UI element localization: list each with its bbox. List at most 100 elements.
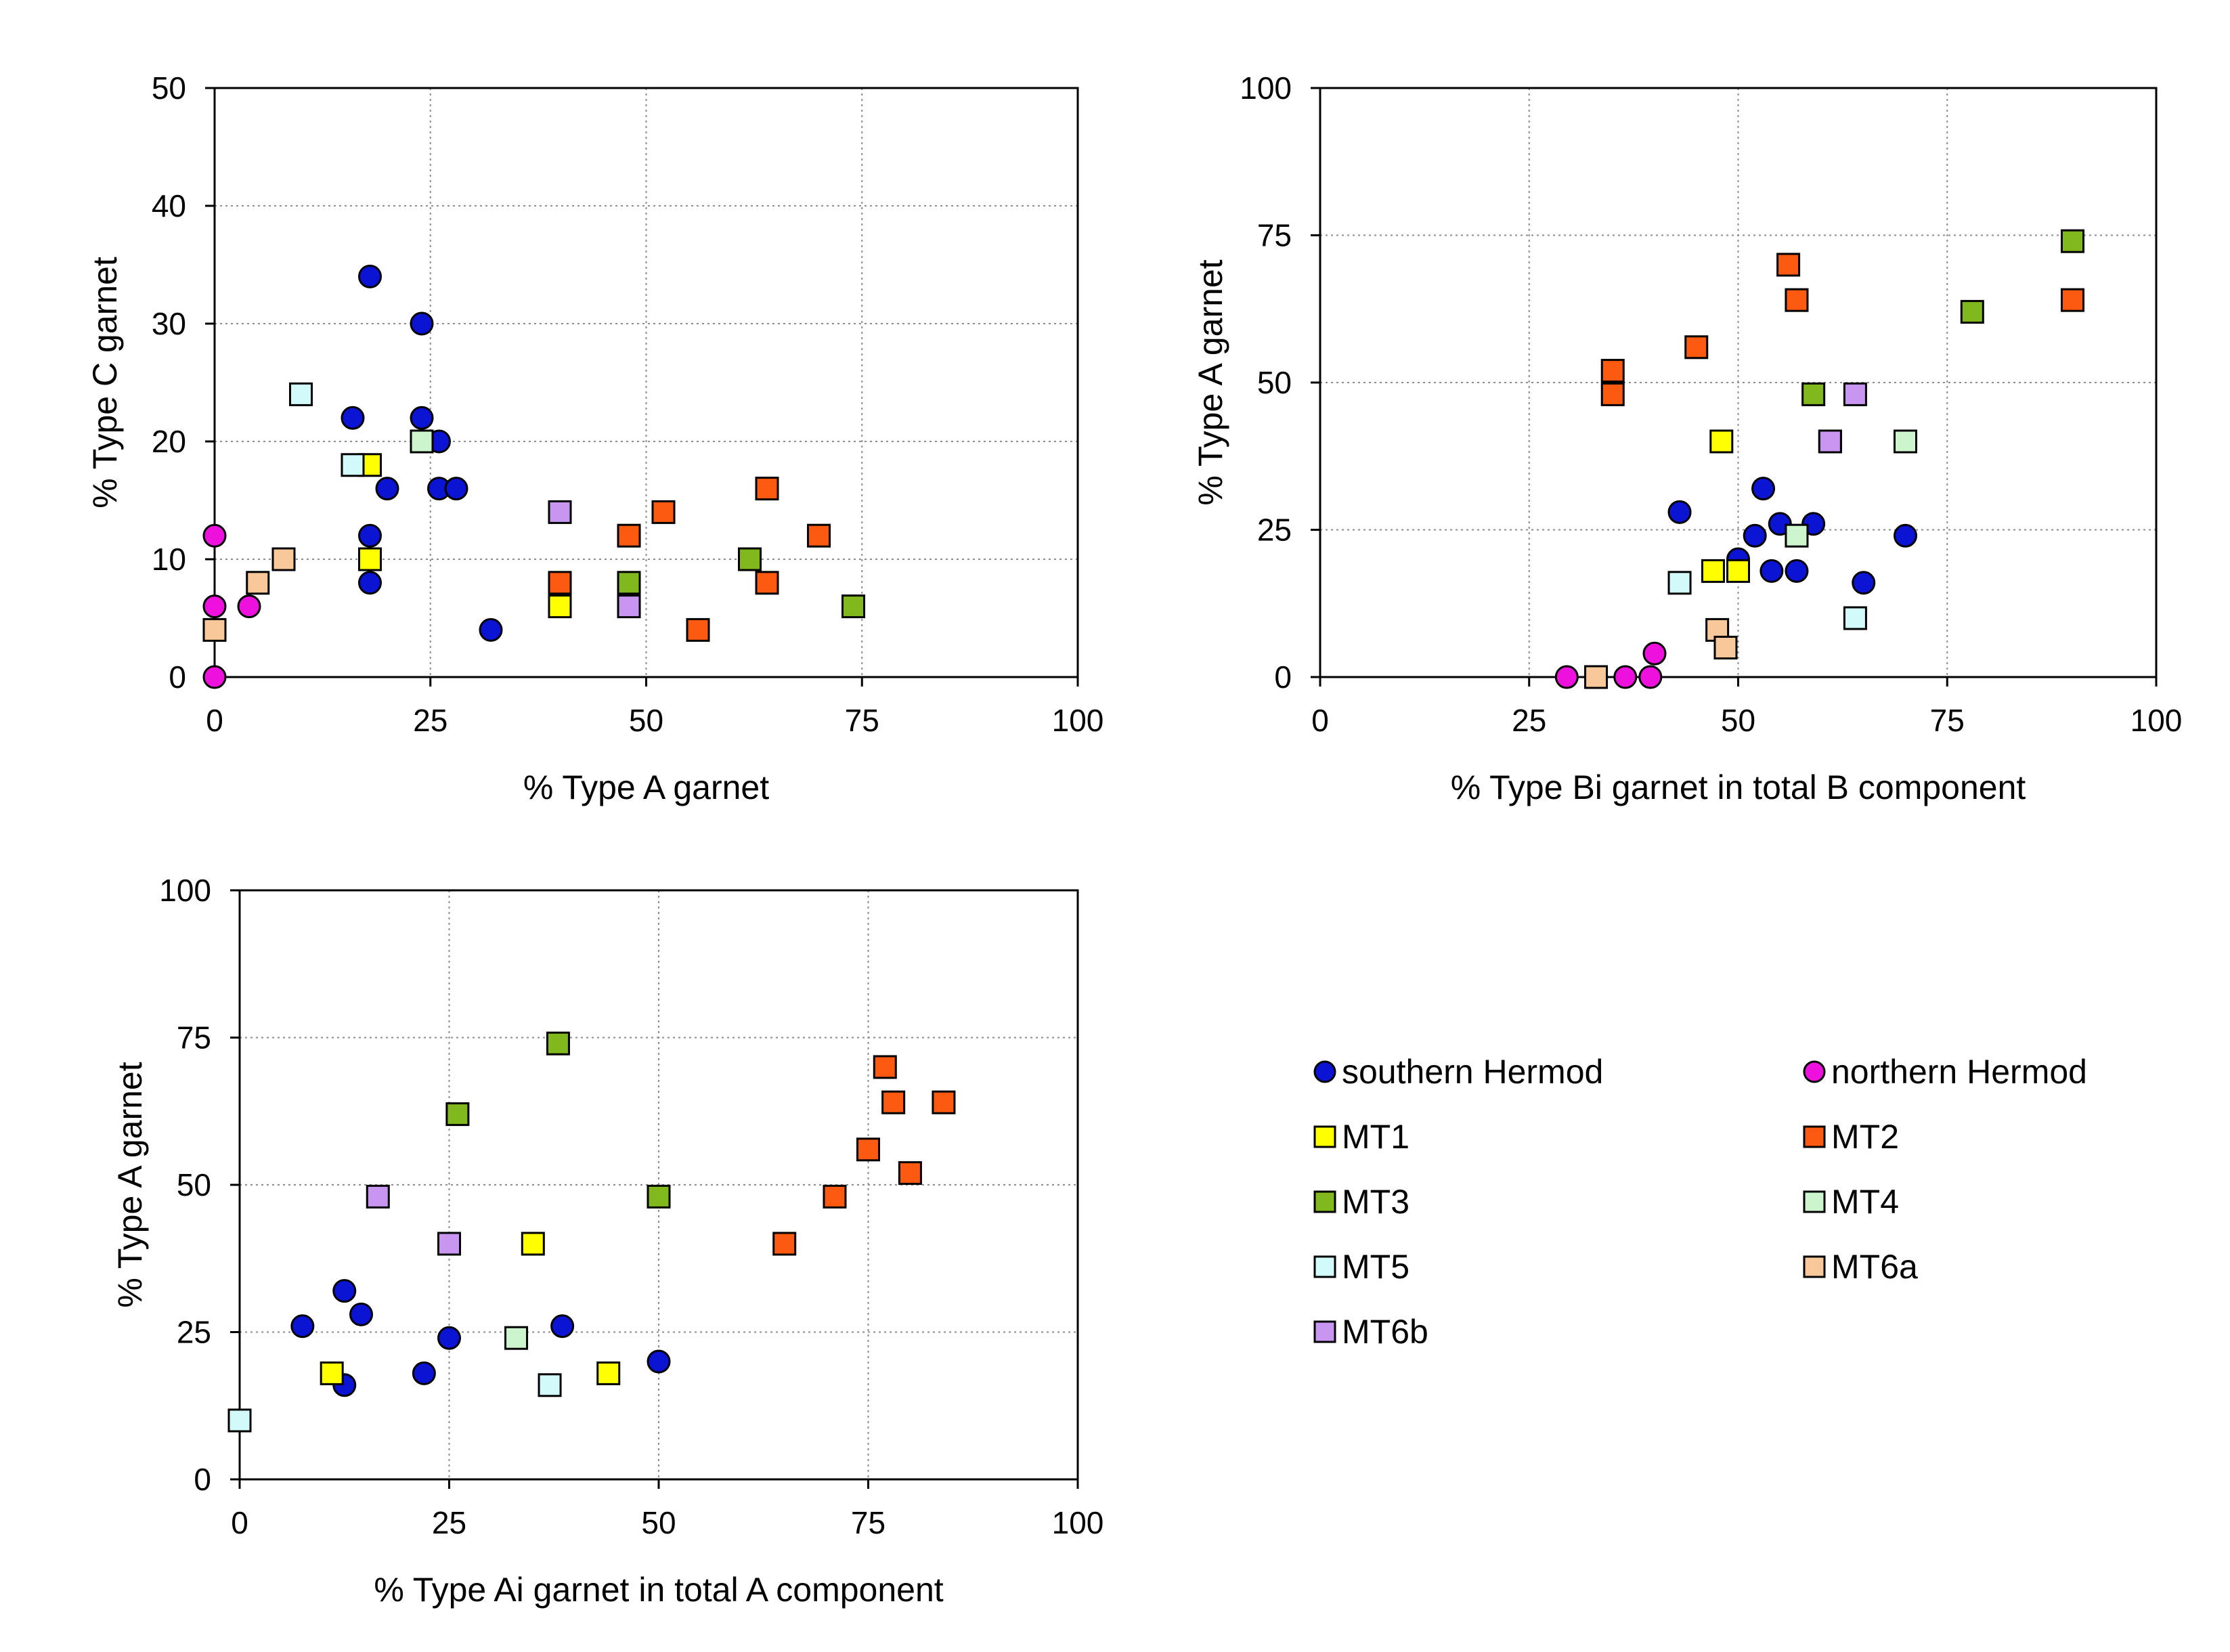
- series-mt3: [617, 547, 865, 619]
- y-tick-label: 20: [152, 424, 186, 459]
- point-mt2: [873, 1055, 897, 1079]
- legend-item-mt5: MT5: [1313, 1248, 1409, 1286]
- point-mt6a: [1713, 636, 1738, 659]
- legend-item-mt6a: MT6a: [1803, 1248, 1918, 1286]
- y-tick-label: 50: [1257, 365, 1292, 400]
- point-northern-hermod: [1554, 665, 1579, 689]
- legend-marker-mt4: [1803, 1190, 1826, 1213]
- point-mt2: [1600, 382, 1625, 406]
- x-tick-label: 25: [1512, 703, 1546, 738]
- legend-marker-mt3: [1313, 1190, 1336, 1213]
- point-mt2: [881, 1090, 906, 1114]
- point-mt4: [504, 1326, 529, 1350]
- series-mt2: [772, 1055, 956, 1256]
- point-northern-hermod: [237, 594, 261, 619]
- series-mt1: [320, 1232, 621, 1385]
- point-northern-hermod: [202, 665, 227, 689]
- point-mt2: [617, 523, 641, 548]
- point-southern-hermod: [1894, 523, 1917, 548]
- series-northern-hermod: [202, 523, 261, 689]
- legend-marker-mt5: [1313, 1255, 1336, 1278]
- y-tick-label: 25: [1257, 513, 1292, 548]
- y-tick-label: 75: [1257, 218, 1292, 253]
- point-mt3: [617, 571, 641, 595]
- x-tick-label: 50: [641, 1505, 676, 1540]
- point-southern-hermod: [349, 1302, 374, 1326]
- point-southern-hermod: [1751, 477, 1776, 501]
- point-mt3: [546, 1031, 570, 1056]
- point-mt5: [341, 453, 365, 477]
- y-tick-label: 40: [152, 188, 186, 223]
- series-mt4: [1785, 429, 1917, 548]
- point-mt6b: [1818, 429, 1842, 454]
- legend-label: MT4: [1831, 1183, 1899, 1221]
- series-mt1: [1701, 429, 1750, 583]
- point-mt1: [1701, 559, 1725, 583]
- y-tick-label: 100: [159, 873, 211, 908]
- point-mt6a: [202, 617, 227, 642]
- point-mt1: [596, 1361, 621, 1385]
- series-mt4: [410, 429, 434, 454]
- point-mt1: [521, 1232, 545, 1256]
- point-mt6b: [548, 500, 572, 524]
- chart-b: 0 25 50 75 100 0 25 50 75 100 % Type Bi garnet in …: [1191, 70, 2182, 806]
- point-southern-hermod: [341, 406, 365, 430]
- y-tick-label: 0: [194, 1462, 211, 1497]
- point-southern-hermod: [375, 477, 399, 501]
- point-mt2: [1684, 335, 1709, 360]
- series-mt5: [289, 382, 365, 477]
- x-tick-label: 0: [1311, 703, 1329, 738]
- point-mt3: [1801, 382, 1826, 406]
- y-tick-label: 50: [177, 1167, 211, 1202]
- point-mt2: [807, 523, 831, 548]
- series-mt6a: [1584, 617, 1738, 689]
- x-tick-label: 50: [1721, 703, 1755, 738]
- point-southern-hermod: [410, 406, 434, 430]
- legend-marker-northern-hermod: [1803, 1060, 1826, 1083]
- y-tick-label: 0: [169, 659, 186, 695]
- x-axis-label: % Type Bi garnet in total B component: [1451, 768, 2026, 806]
- legend-label: MT1: [1342, 1118, 1409, 1156]
- point-mt6a: [271, 547, 296, 571]
- x-tick-label: 25: [413, 703, 447, 738]
- series-mt4: [504, 1326, 529, 1350]
- y-axis-label: % Type C garnet: [86, 257, 124, 508]
- y-tick-label: 25: [177, 1315, 211, 1350]
- legend-marker-mt2: [1803, 1125, 1826, 1148]
- x-tick-label: 50: [629, 703, 663, 738]
- legend-item-southern-hermod: southern Hermod: [1313, 1053, 1603, 1091]
- point-mt2: [548, 571, 572, 595]
- point-mt1: [1726, 559, 1750, 583]
- series-northern-hermod: [1554, 641, 1667, 689]
- x-tick-label: 100: [2130, 703, 2183, 738]
- point-mt4: [410, 429, 434, 454]
- series-mt6b: [548, 500, 641, 619]
- point-southern-hermod: [332, 1279, 357, 1303]
- series-southern-hermod: [290, 1279, 671, 1397]
- point-mt3: [1960, 300, 1984, 324]
- legend-marker-mt1: [1313, 1125, 1336, 1148]
- point-mt2: [772, 1232, 797, 1256]
- chart-a: 0 25 50 75 100 0 10 20 30 40 50 % Type A garnet % Ty…: [86, 70, 1103, 806]
- y-tick-label: 100: [1240, 70, 1292, 106]
- series-mt6b: [1818, 382, 1867, 454]
- point-mt3: [647, 1184, 671, 1209]
- point-southern-hermod: [290, 1314, 315, 1339]
- point-southern-hermod: [410, 311, 434, 336]
- legend-label: MT5: [1342, 1248, 1409, 1286]
- point-southern-hermod: [1785, 559, 1809, 583]
- y-tick-label: 10: [152, 542, 186, 577]
- point-southern-hermod: [1852, 571, 1876, 595]
- x-axis-label: % Type Ai garnet in total A component: [374, 1571, 943, 1609]
- point-southern-hermod: [479, 617, 503, 642]
- point-mt5: [289, 382, 313, 406]
- y-tick-label: 50: [152, 70, 186, 106]
- y-tick-label: 0: [1274, 659, 1292, 695]
- x-tick-label: 100: [1052, 703, 1104, 738]
- point-mt1: [320, 1361, 344, 1385]
- point-southern-hermod: [358, 264, 382, 288]
- point-southern-hermod: [1743, 523, 1767, 548]
- point-mt2: [823, 1184, 847, 1209]
- x-tick-label: 75: [1930, 703, 1965, 738]
